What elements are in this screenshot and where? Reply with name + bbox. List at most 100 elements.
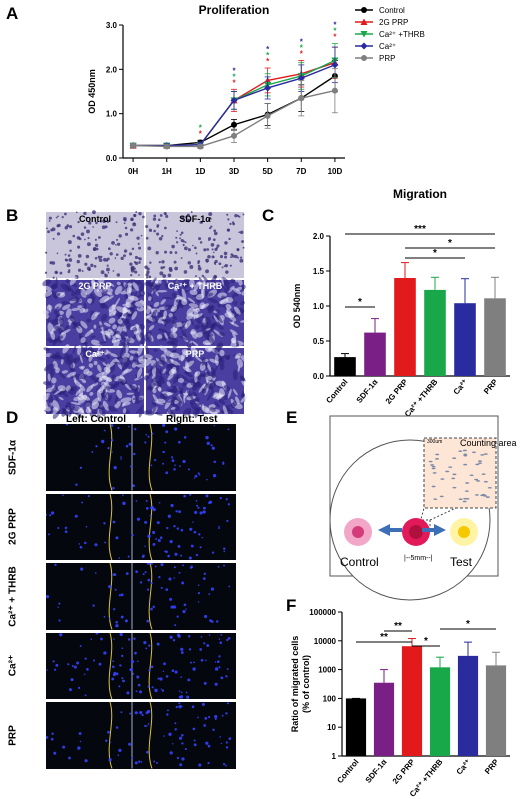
- fluorescent-cell: [218, 654, 221, 658]
- chart-a-y-tick-label: 0.0: [106, 154, 118, 163]
- stained-cell: [108, 358, 117, 368]
- fluorescent-cell: [197, 506, 200, 509]
- stained-cell: [48, 220, 51, 222]
- stained-cell: [119, 345, 126, 356]
- fluorescent-cell: [70, 677, 74, 681]
- stained-cell: [138, 211, 142, 216]
- stained-cell: [164, 250, 168, 254]
- significance-mark: *: [300, 37, 304, 46]
- stained-cell: [155, 374, 165, 381]
- stained-cell: [125, 345, 129, 354]
- fluorescent-cell: [120, 456, 122, 458]
- stained-cell: [121, 363, 130, 371]
- stained-cell: [148, 296, 152, 301]
- fluorescent-cell: [182, 564, 185, 567]
- stained-cell: [53, 309, 61, 317]
- fluorescent-cell: [212, 473, 217, 478]
- stained-cell: [223, 384, 231, 391]
- stained-cell: [214, 259, 218, 264]
- stained-cell: [96, 390, 102, 402]
- fluorescent-cell: [162, 450, 165, 454]
- stained-cell: [73, 356, 81, 364]
- stained-cell: [203, 248, 207, 252]
- fluorescent-cell: [210, 444, 213, 447]
- fluorescent-cell: [201, 536, 204, 538]
- stained-cell: [133, 213, 137, 218]
- fluorescent-cell: [136, 674, 140, 679]
- stained-cell: [111, 240, 115, 245]
- stained-cell: [232, 332, 237, 339]
- stained-cell: [205, 316, 212, 327]
- fluorescent-cell: [148, 668, 151, 672]
- fluorescent-cell: [122, 493, 124, 496]
- stained-cell: [214, 263, 217, 266]
- chart-a-y-tick-label: 3.0: [106, 21, 118, 30]
- stained-cell: [98, 276, 105, 284]
- y-axis-label: Ratio of migrated cells: [290, 636, 300, 733]
- stain-tile-label: PRP: [185, 349, 205, 359]
- stained-cell: [208, 297, 218, 304]
- stained-cell: [114, 257, 117, 259]
- arrow-to-control: [378, 524, 402, 536]
- zoomed-cell: [458, 450, 463, 452]
- stained-cell: [56, 224, 60, 228]
- stained-cell: [44, 363, 55, 372]
- fluorescent-cell: [197, 592, 201, 595]
- stained-cell: [48, 394, 53, 404]
- stained-cell: [72, 321, 83, 329]
- stained-cell: [209, 358, 218, 364]
- stained-cell: [219, 299, 229, 305]
- fluorescent-cell: [207, 761, 210, 765]
- stained-cell: [117, 353, 125, 360]
- stained-cell: [106, 267, 110, 272]
- migrated-cells-ratio-chart: 1 10 100 1000 10000 100000 Ratio of migrated c…: [290, 608, 510, 799]
- stained-cell: [205, 258, 208, 261]
- fluorescent-cell: [130, 659, 135, 663]
- fluorescent-cell: [185, 608, 187, 610]
- fluorescent-cell: [127, 637, 131, 641]
- stained-cell: [123, 222, 126, 225]
- gap-boundary-right: [148, 493, 153, 560]
- stained-cell: [106, 257, 110, 261]
- row-label-2g-prp: 2G PRP: [7, 508, 19, 546]
- stained-cell: [240, 393, 245, 398]
- stained-cell: [68, 357, 77, 366]
- fluorescent-cell: [214, 682, 218, 686]
- stained-cell: [61, 216, 64, 219]
- fluorescent-cell: [111, 664, 115, 668]
- stained-cell: [94, 312, 101, 316]
- fluorescent-cell: [183, 603, 187, 607]
- stained-cell: [178, 355, 185, 361]
- stained-cell: [209, 227, 212, 230]
- stained-cell: [168, 313, 173, 318]
- fluorescent-cell: [85, 525, 88, 528]
- fluorescent-cell: [147, 685, 150, 688]
- fluorescent-cell: [83, 672, 86, 675]
- bar-2g-prp: [401, 646, 423, 756]
- fluorescent-cell: [187, 677, 191, 681]
- stained-cell: [165, 214, 169, 218]
- arrow-to-test: [422, 524, 446, 536]
- stained-cell: [174, 266, 179, 271]
- fluorescent-cell: [165, 471, 169, 475]
- y-tick-label: 100000: [309, 608, 336, 617]
- fluorescent-cell: [54, 563, 57, 566]
- fluorescent-cell: [91, 451, 94, 453]
- zoomed-cell: [462, 500, 467, 503]
- fluorescent-cell: [145, 433, 148, 436]
- stained-cell: [143, 374, 150, 381]
- fluorescent-cell: [153, 760, 156, 763]
- fluorescent-cell: [172, 605, 176, 609]
- fluorescent-cell: [165, 549, 168, 553]
- stained-cell: [92, 351, 101, 357]
- fluorescent-cell: [139, 689, 143, 693]
- fluorescent-cell: [53, 751, 57, 755]
- fluorescent-cell: [95, 445, 98, 448]
- stained-cell: [98, 324, 104, 328]
- fluorescent-cell: [103, 429, 106, 432]
- y-tick-label: 0.0: [313, 372, 325, 381]
- stained-cell: [162, 296, 174, 300]
- stain-tile-sdf-1: SDF-1α: [144, 211, 245, 279]
- fluorescent-cell: [203, 724, 206, 727]
- stained-cell: [152, 217, 157, 221]
